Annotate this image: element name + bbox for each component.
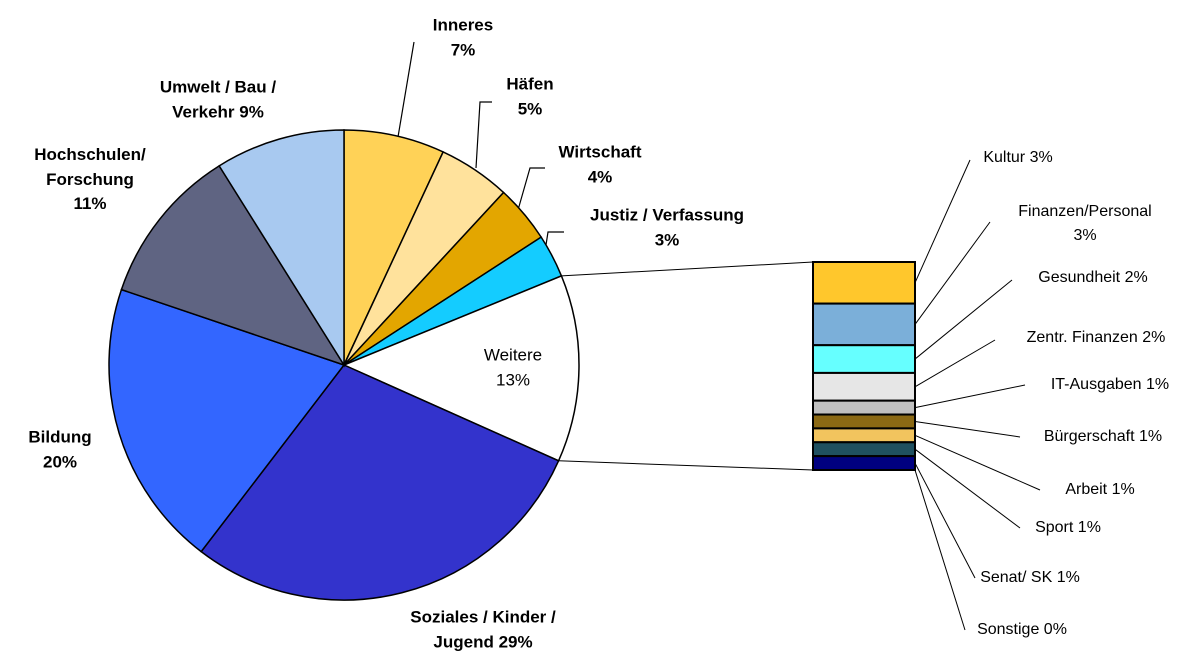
- pie-slice: [200, 364, 560, 601]
- leader-line: [914, 159, 971, 284]
- slice-value: 3%: [654, 230, 680, 249]
- leader-line: [914, 279, 1013, 360]
- slice-name: Weitere: [483, 345, 543, 365]
- bar-value: 1%: [1111, 481, 1135, 498]
- bar-segment: [812, 371, 916, 402]
- bar-name: Kultur: [983, 149, 1026, 166]
- slice-value: 29%: [498, 632, 533, 651]
- pie-label: Umwelt / Bau / Verkehr 9%: [143, 75, 293, 124]
- slice-value: 20%: [42, 452, 78, 471]
- bar-name: Gesundheit: [1038, 269, 1121, 286]
- bar-value: 2%: [1124, 269, 1148, 286]
- bar-name: Zentr. Finanzen: [1026, 329, 1138, 346]
- leader-line: [914, 420, 1021, 438]
- pie-slice: [218, 129, 345, 368]
- leader-line: [914, 469, 966, 631]
- bar-value: 1%: [1077, 519, 1101, 536]
- bar-value: 3%: [1073, 227, 1097, 244]
- bar-segment: [812, 261, 916, 305]
- leader-line: [545, 231, 564, 246]
- leader-line: [914, 384, 1026, 409]
- pie-label: Bildung 20%: [10, 425, 110, 474]
- leader-line: [397, 41, 415, 138]
- pie-slice: [343, 129, 445, 366]
- slice-value: 5%: [517, 99, 543, 118]
- leader-line: [517, 167, 545, 211]
- leader-line: [475, 101, 492, 169]
- slice-name: Bildung: [28, 427, 92, 447]
- bar-name: Sonstige: [977, 621, 1040, 638]
- pie-slice: [108, 288, 346, 553]
- slice-name: Soziales / Kinder / Jugend: [410, 607, 556, 651]
- pie-label: Hochschulen/ Forschung 11%: [10, 143, 170, 217]
- bar-value: 2%: [1142, 329, 1166, 346]
- pie-label: Soziales / Kinder / Jugend 29%: [388, 605, 578, 654]
- bar-name: Arbeit: [1065, 481, 1108, 498]
- slice-name: Umwelt / Bau / Verkehr: [159, 77, 277, 121]
- bar-label: Kultur 3%: [983, 146, 1052, 170]
- pie-label: Weitere 13%: [458, 343, 568, 392]
- slice-value: 7%: [450, 40, 476, 59]
- bar-label: Gesundheit 2%: [1038, 266, 1147, 290]
- pie-leader-lines: [397, 41, 564, 246]
- bar-segment: [812, 455, 916, 471]
- bar-segment: [812, 344, 916, 374]
- bar-value: 1%: [1139, 428, 1163, 445]
- bar-value: 1%: [1056, 569, 1080, 586]
- slice-name: Wirtschaft: [558, 142, 642, 162]
- bar-name: Finanzen/Personal: [1018, 203, 1152, 220]
- bar-value: 3%: [1029, 149, 1053, 166]
- pie-label: Inneres 7%: [403, 13, 523, 62]
- slice-name: Inneres: [432, 15, 494, 35]
- slice-name: Häfen: [506, 74, 554, 94]
- leader-line: [914, 434, 1041, 491]
- bar-name: Bürgerschaft: [1043, 428, 1135, 445]
- bar-label: Sport 1%: [1035, 516, 1101, 540]
- bar-value: 0%: [1043, 621, 1067, 638]
- connector-line: [558, 460, 814, 471]
- leader-line: [914, 339, 996, 388]
- bar-label: Bürgerschaft 1%: [1044, 425, 1162, 449]
- slice-value: 9%: [239, 102, 264, 121]
- bar-label: Arbeit 1%: [1065, 478, 1134, 502]
- slice-value: 13%: [495, 370, 531, 389]
- bar-segment: [812, 302, 916, 347]
- slice-name: Justiz / Verfassung: [590, 205, 744, 225]
- bar-value: 1%: [1146, 376, 1170, 393]
- pie-label: Wirtschaft 4%: [540, 140, 660, 189]
- leader-line: [914, 448, 1021, 529]
- slice-name: Hochschulen/ Forschung: [34, 145, 146, 189]
- bar-segment: [812, 399, 916, 416]
- bar-label: IT-Ausgaben 1%: [1051, 373, 1169, 397]
- leader-line: [914, 221, 991, 325]
- pie-label: Justiz / Verfassung 3%: [557, 203, 777, 252]
- bar-segment: [812, 441, 916, 458]
- pie-slice: [342, 274, 580, 462]
- bar-name: IT-Ausgaben: [1050, 376, 1142, 393]
- slice-value: 11%: [73, 194, 107, 214]
- slice-value: 4%: [587, 167, 613, 186]
- pie-label: Häfen 5%: [480, 72, 580, 121]
- leader-line: [914, 462, 976, 579]
- pie-slice: [120, 164, 346, 367]
- bar-name: Senat/ SK: [980, 569, 1053, 586]
- bar-label: Sonstige 0%: [977, 618, 1067, 642]
- bar-label: Finanzen/Personal 3%: [1005, 200, 1165, 248]
- bar-segment: [812, 427, 916, 444]
- bar-segment: [812, 413, 916, 430]
- connector-line: [561, 261, 814, 277]
- bar-label: Senat/ SK 1%: [980, 566, 1080, 590]
- bar-name: Sport: [1035, 519, 1074, 536]
- bar-label: Zentr. Finanzen 2%: [1027, 326, 1166, 350]
